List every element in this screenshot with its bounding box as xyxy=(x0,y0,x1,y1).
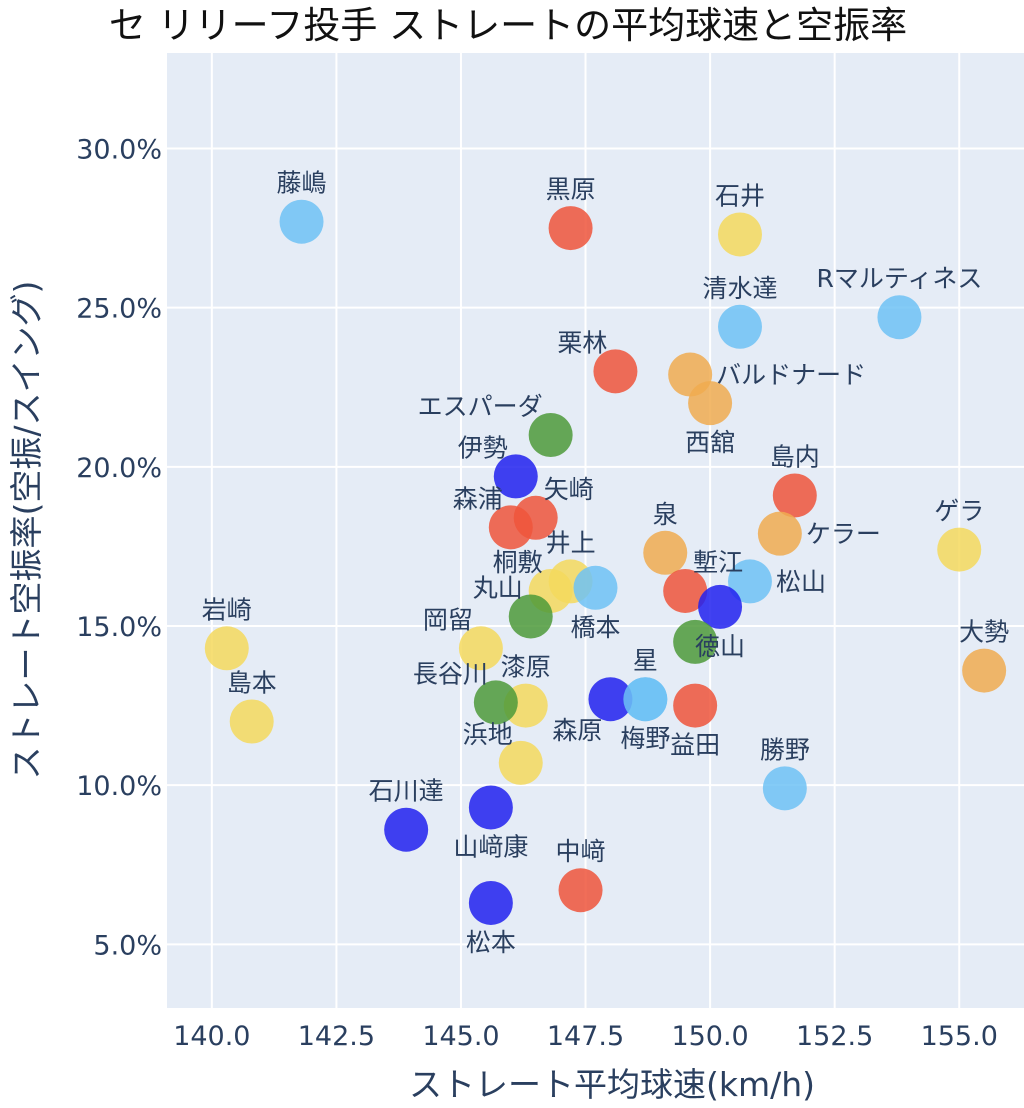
point-label: 森浦 xyxy=(453,484,503,513)
y-tick-label: 25.0% xyxy=(76,294,162,325)
point-marker xyxy=(717,304,762,349)
point-label: 桐敷 xyxy=(493,548,543,577)
point-label: 山﨑康 xyxy=(453,832,528,861)
x-tick-label: 140.0 xyxy=(173,1021,250,1052)
point-label: 伊勢 xyxy=(458,433,508,462)
point-label: 塹江 xyxy=(693,548,743,577)
point-marker xyxy=(772,473,817,518)
axis-ticks: 140.0 142.5 145.0 147.5 150.0 152.5 155.0 5.0% 1… xyxy=(76,135,998,1053)
point-marker xyxy=(727,559,772,604)
x-axis-title: ストレート平均球速(km/h) xyxy=(409,1065,815,1104)
point-marker xyxy=(877,295,922,340)
data-points xyxy=(204,199,1007,925)
point-label: 栗林 xyxy=(557,328,607,357)
point-marker xyxy=(673,619,718,664)
point-marker xyxy=(458,626,503,671)
point-label: 井上 xyxy=(546,528,596,557)
x-tick-label: 145.0 xyxy=(422,1021,499,1052)
point-label: 岡留 xyxy=(423,605,473,634)
point-marker xyxy=(279,199,324,244)
point-label: 島本 xyxy=(227,669,277,698)
point-label: 徳山 xyxy=(695,632,745,661)
point-label: ケラー xyxy=(806,520,881,549)
point-label: 森原 xyxy=(552,716,602,745)
point-marker xyxy=(588,677,633,722)
point-marker xyxy=(558,868,603,913)
y-tick-label: 15.0% xyxy=(76,612,162,643)
point-marker xyxy=(473,680,518,725)
point-marker xyxy=(757,511,802,556)
point-label: 浜地 xyxy=(463,720,513,749)
y-axis-title: ストレート空振率(空振/スイング) xyxy=(7,281,46,780)
y-tick-label: 20.0% xyxy=(76,453,162,484)
point-marker xyxy=(762,766,807,811)
point-label: 清水達 xyxy=(702,274,777,303)
point-marker xyxy=(229,699,274,744)
grid-lines xyxy=(167,53,1024,1008)
point-label: 益田 xyxy=(670,731,720,760)
point-label: 漆原 xyxy=(501,653,551,682)
point-marker xyxy=(717,212,762,257)
x-tick-label: 147.5 xyxy=(547,1021,624,1052)
point-label: 星 xyxy=(633,646,658,675)
point-label: 勝野 xyxy=(760,735,810,764)
point-label: 泉 xyxy=(653,500,678,529)
point-label: 藤嶋 xyxy=(277,169,327,198)
point-marker xyxy=(673,683,718,728)
point-label: 矢崎 xyxy=(544,475,594,504)
point-label: 長谷川 xyxy=(413,659,488,688)
point-label: 橋本 xyxy=(570,613,620,642)
point-label: ゲラ xyxy=(934,497,984,526)
point-label: 松本 xyxy=(466,928,516,957)
x-tick-label: 142.5 xyxy=(298,1021,375,1052)
point-marker xyxy=(643,530,688,575)
point-marker xyxy=(468,785,513,830)
y-tick-label: 5.0% xyxy=(93,930,162,961)
point-marker xyxy=(698,584,743,629)
point-label: 岩崎 xyxy=(202,595,252,624)
point-label: 石井 xyxy=(715,181,765,210)
point-label: エスパーダ xyxy=(418,392,543,421)
point-marker xyxy=(493,454,538,499)
point-marker xyxy=(498,740,543,785)
point-marker xyxy=(593,349,638,394)
point-label: バルドナード xyxy=(716,361,866,390)
point-marker xyxy=(513,495,558,540)
point-label: Rマルティネス xyxy=(816,264,982,293)
point-marker xyxy=(962,648,1007,693)
point-marker xyxy=(548,206,593,251)
point-marker xyxy=(384,807,429,852)
point-label: 石川達 xyxy=(369,777,444,806)
point-label: 西舘 xyxy=(685,428,735,457)
y-tick-label: 10.0% xyxy=(76,771,162,802)
point-marker xyxy=(623,677,668,722)
point-marker xyxy=(468,880,513,925)
point-marker xyxy=(204,626,249,671)
chart-title: セ リリーフ投手 ストレートの平均球速と空振率 xyxy=(109,4,907,47)
point-label: 松山 xyxy=(776,567,826,596)
point-label: 黒原 xyxy=(546,175,596,204)
point-marker xyxy=(508,594,553,639)
point-marker xyxy=(573,565,618,610)
x-tick-label: 152.5 xyxy=(796,1021,873,1052)
point-label: 大勢 xyxy=(959,618,1009,647)
point-marker xyxy=(688,381,733,426)
y-tick-label: 30.0% xyxy=(76,135,162,166)
x-tick-label: 150.0 xyxy=(671,1021,748,1052)
point-label: 中﨑 xyxy=(556,837,606,866)
point-marker xyxy=(528,413,573,457)
point-label: 丸山 xyxy=(473,573,523,602)
point-marker xyxy=(663,568,708,613)
point-label: 島内 xyxy=(770,442,820,471)
x-tick-label: 155.0 xyxy=(921,1021,998,1052)
point-label: 梅野 xyxy=(620,724,670,753)
point-marker xyxy=(937,527,982,572)
